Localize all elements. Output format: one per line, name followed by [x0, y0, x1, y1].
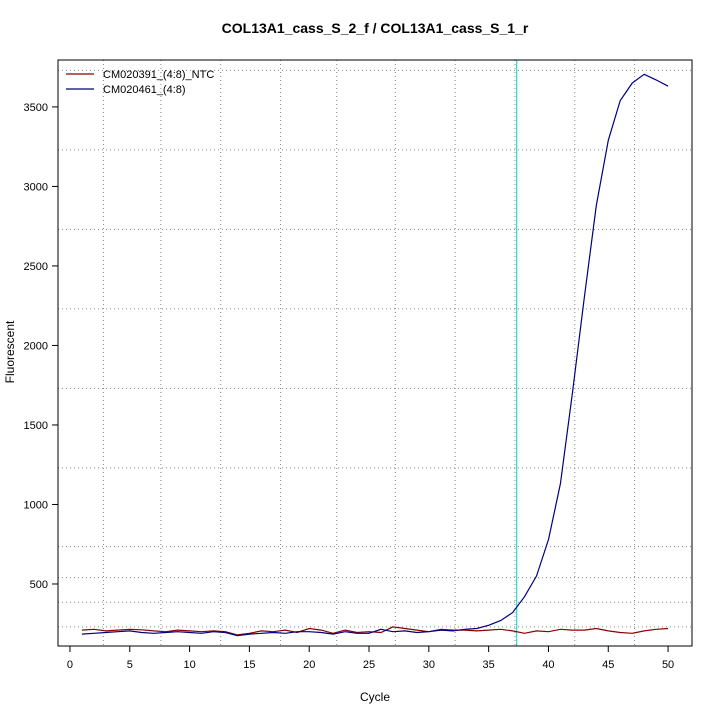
chart-title: COL13A1_cass_S_2_f / COL13A1_cass_S_1_r — [222, 20, 529, 36]
series-line-1 — [81, 626, 669, 636]
x-tick-label: 15 — [243, 659, 255, 671]
y-tick-label: 2500 — [24, 261, 48, 273]
y-axis-label: Fluorescent — [3, 320, 17, 383]
grid-lines — [58, 60, 692, 646]
y-tick-label: 1500 — [24, 420, 48, 432]
x-tick-label: 20 — [303, 659, 315, 671]
x-tick-label: 5 — [127, 659, 133, 671]
x-tick-label: 30 — [423, 659, 435, 671]
plot-frame — [57, 59, 693, 647]
x-tick-label: 10 — [183, 659, 195, 671]
legend: CM020391_(4:8)_NTC CM020461_(4:8) — [66, 69, 214, 96]
legend-label-1: CM020391_(4:8)_NTC — [103, 69, 214, 81]
y-tick-label: 3000 — [24, 181, 48, 193]
x-tick-label: 40 — [542, 659, 554, 671]
x-tick-label: 25 — [363, 659, 375, 671]
x-tick-label: 50 — [662, 659, 674, 671]
x-tick-label: 45 — [602, 659, 614, 671]
x-axis: 0 5 10 15 20 25 30 35 40 45 50 — [67, 646, 674, 671]
y-tick-label: 3500 — [24, 102, 48, 114]
series-layer — [81, 73, 669, 637]
y-tick-label: 500 — [30, 579, 48, 591]
series-line-2 — [81, 73, 669, 637]
y-tick-label: 1000 — [24, 499, 48, 511]
x-axis-label: Cycle — [360, 690, 390, 704]
x-tick-label: 0 — [67, 659, 73, 671]
y-axis: 500 1000 1500 2000 2500 3000 3500 — [24, 102, 58, 591]
legend-label-2: CM020461_(4:8) — [103, 84, 186, 96]
x-tick-label: 35 — [483, 659, 495, 671]
y-tick-label: 2000 — [24, 340, 48, 352]
